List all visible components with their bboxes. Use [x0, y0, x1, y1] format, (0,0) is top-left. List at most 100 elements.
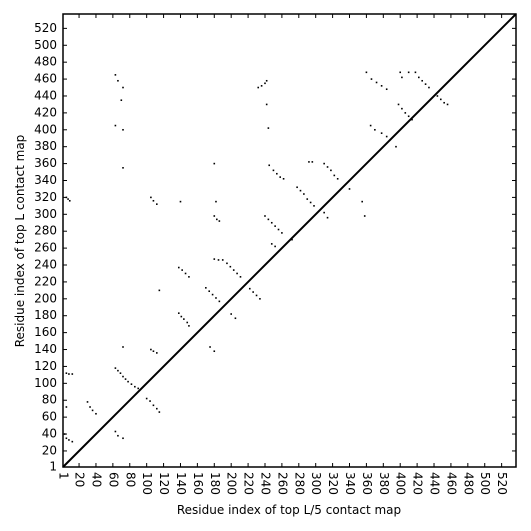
contact-point — [137, 387, 140, 390]
contact-point — [274, 225, 276, 227]
y-tick-label: 100 — [34, 376, 57, 390]
contact-point — [122, 375, 124, 378]
x-tick-label: 300 — [309, 472, 323, 495]
contact-point — [216, 218, 218, 221]
contact-point — [323, 162, 325, 165]
contact-point — [361, 200, 363, 203]
contact-point — [205, 287, 207, 289]
contact-point — [218, 220, 221, 222]
y-tick-label: 400 — [34, 122, 57, 136]
contact-point — [226, 262, 228, 265]
x-tick-label: 420 — [411, 472, 425, 495]
contact-point — [252, 291, 254, 293]
y-tick-label: 80 — [42, 393, 57, 407]
contact-point — [68, 199, 71, 202]
x-tick-label: 480 — [461, 472, 475, 495]
x-tick-label: 80 — [123, 472, 137, 487]
y-tick-label: 220 — [34, 274, 57, 288]
x-tick-label: 40 — [89, 472, 103, 487]
contact-point — [397, 103, 400, 106]
contact-point — [122, 167, 124, 169]
contact-point — [114, 74, 117, 76]
contact-point — [127, 380, 129, 383]
contact-point — [428, 86, 430, 89]
contact-point — [145, 397, 148, 400]
contact-point — [122, 346, 124, 348]
contact-point — [363, 215, 366, 217]
contact-point — [114, 124, 117, 127]
x-tick-label: 520 — [495, 472, 509, 495]
contact-point — [188, 325, 190, 327]
contact-point — [221, 259, 224, 261]
contact-point — [264, 82, 266, 85]
contact-point — [114, 430, 117, 433]
contact-point — [71, 373, 74, 375]
contact-point — [267, 218, 270, 221]
contact-point — [296, 186, 298, 189]
contact-point — [186, 321, 189, 324]
x-tick-label: 380 — [377, 472, 391, 495]
contact-point — [134, 385, 136, 388]
contact-point — [215, 297, 217, 299]
y-tick-label: 280 — [34, 224, 57, 238]
contact-point — [158, 289, 161, 292]
contact-point — [68, 373, 70, 375]
contact-point — [439, 98, 442, 101]
contact-point — [95, 412, 97, 415]
contact-point — [274, 245, 276, 248]
contact-point — [218, 300, 221, 303]
contact-point — [276, 172, 278, 175]
contact-point — [277, 228, 280, 231]
contact-point — [91, 409, 94, 412]
y-tick-label: 180 — [34, 308, 57, 322]
contact-point — [217, 259, 220, 261]
contact-point — [270, 221, 273, 224]
contact-point — [232, 269, 235, 271]
contact-point — [230, 313, 232, 315]
contact-point — [267, 127, 270, 129]
contact-point — [149, 400, 151, 402]
contact-point — [268, 164, 271, 167]
contact-point — [270, 243, 273, 245]
contact-point — [260, 85, 263, 87]
x-axis-label: Residue index of top L/5 contact map — [177, 503, 401, 517]
contact-point — [117, 434, 119, 437]
y-tick-label: 60 — [42, 410, 57, 424]
contact-point — [120, 99, 123, 102]
contact-point — [67, 198, 69, 200]
contact-point — [374, 128, 376, 131]
contact-point — [265, 103, 268, 106]
x-tick-label: 140 — [174, 472, 188, 495]
contact-point — [259, 298, 261, 300]
contact-point — [418, 76, 420, 79]
y-tick-label: 40 — [42, 427, 57, 441]
y-tick-label: 200 — [34, 291, 57, 305]
contact-point — [279, 176, 282, 178]
contact-point — [421, 79, 423, 82]
y-tick-label: 420 — [34, 105, 57, 119]
contact-point — [65, 196, 68, 199]
contact-point — [122, 437, 124, 440]
x-tick-label: 340 — [343, 472, 357, 495]
x-tick-label: 500 — [478, 472, 492, 495]
x-tick-label: 280 — [292, 472, 306, 495]
diagonal-line — [62, 13, 517, 468]
contact-point — [306, 198, 309, 200]
contact-point — [326, 166, 329, 168]
plot-frame — [62, 13, 517, 468]
contact-point — [348, 188, 351, 190]
contact-point — [124, 378, 127, 380]
contact-point — [63, 433, 66, 435]
contact-point — [229, 265, 232, 268]
contact-point — [248, 287, 251, 290]
x-tick-label: 440 — [428, 472, 442, 495]
x-tick-label: 1 — [57, 472, 71, 480]
contact-point — [369, 124, 372, 127]
contact-point — [236, 272, 238, 275]
contact-point — [213, 162, 216, 165]
contact-point — [239, 276, 242, 278]
x-tick-label: 160 — [191, 472, 205, 495]
contact-point — [86, 401, 89, 403]
y-tick-label: 340 — [34, 173, 57, 187]
